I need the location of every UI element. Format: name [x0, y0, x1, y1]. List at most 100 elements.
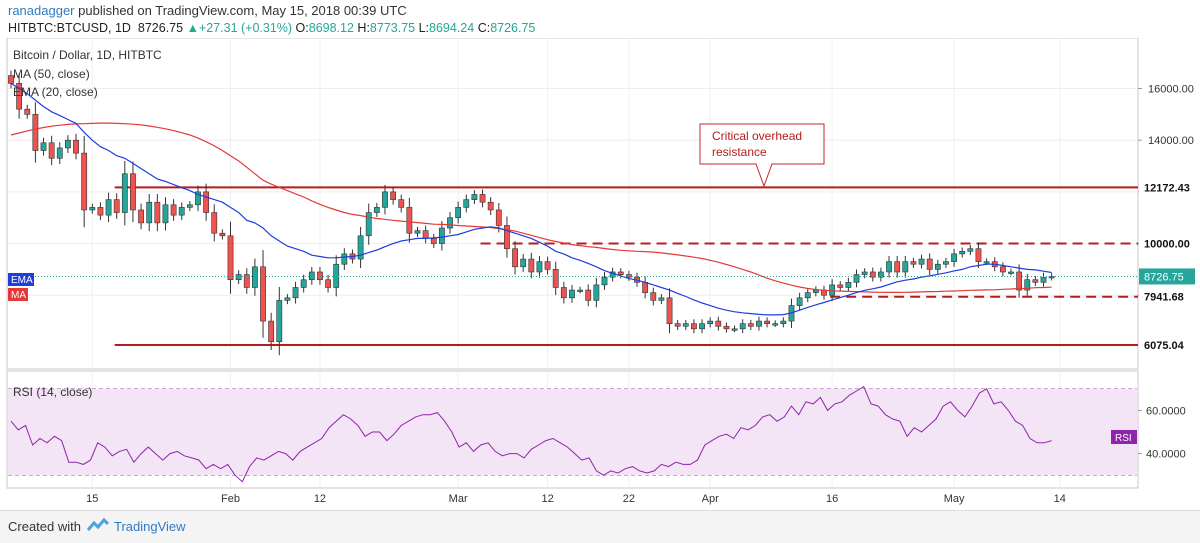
candle [918, 258, 925, 265]
candle [943, 261, 949, 265]
candle [926, 258, 933, 270]
candle [40, 142, 47, 151]
candle [195, 191, 201, 206]
candle [829, 284, 836, 296]
candle [975, 248, 982, 262]
candle [97, 207, 104, 216]
candle [552, 269, 559, 288]
candle [910, 261, 917, 265]
candle [203, 191, 210, 213]
symbol-label: HITBTC:BTCUSD, 1D [8, 21, 131, 35]
candle [138, 209, 144, 224]
candle [894, 261, 901, 273]
candle [56, 147, 63, 159]
candle [747, 323, 754, 327]
time-tick-label: 22 [623, 493, 635, 505]
time-tick-label: Feb [221, 493, 240, 505]
candle [967, 248, 974, 252]
ema-tag-text: EMA [11, 275, 33, 286]
candle [674, 323, 681, 327]
candle [861, 271, 868, 275]
candle [365, 212, 372, 237]
high-label: H: [357, 21, 370, 35]
candle [1040, 276, 1047, 283]
author-link[interactable]: ranadagger [8, 3, 75, 18]
candle [406, 207, 413, 234]
time-tick-label: 12 [314, 493, 326, 505]
ema-tag: EMA [8, 273, 34, 286]
candle [105, 199, 112, 216]
level-tag [1139, 337, 1194, 352]
candle [227, 235, 234, 281]
level-tag [1139, 289, 1194, 304]
candle [812, 289, 819, 293]
candle [398, 199, 405, 208]
rsi-tick-label: 60.0000 [1146, 405, 1186, 417]
candle [487, 201, 494, 211]
candle [650, 292, 657, 301]
candle [772, 323, 779, 326]
candle [162, 204, 169, 224]
candle [89, 207, 96, 211]
candle [325, 279, 331, 288]
candle [438, 227, 445, 244]
rsi-pane-frame [6, 370, 1139, 489]
time-tick-label: 12 [541, 493, 553, 505]
rsi-legend: RSI (14, close) [13, 385, 92, 399]
level-tag [1139, 180, 1200, 195]
candle [130, 173, 136, 211]
candle [585, 289, 592, 301]
candle [373, 207, 380, 213]
legend-ema: EMA (20, close) [13, 85, 98, 99]
time-tick-label: Mar [449, 493, 468, 505]
price-chart[interactable]: 16000.00 14000.00 12172.43 10000.00 7941.68 6… [0, 38, 1200, 510]
tradingview-logo-icon[interactable] [86, 517, 110, 540]
candle [666, 297, 673, 324]
candle [333, 263, 340, 288]
candle [536, 261, 543, 273]
candle [308, 271, 315, 281]
time-axis: 15 Feb 12 Mar 12 22 Apr 16 May 14 [86, 493, 1066, 505]
candle [642, 282, 649, 293]
candle [869, 271, 876, 278]
candle [430, 238, 437, 244]
candle [65, 139, 71, 149]
candle [853, 274, 860, 283]
candle [447, 217, 453, 229]
candle [715, 320, 722, 327]
candle [243, 274, 250, 288]
candle [723, 325, 730, 330]
candle [658, 297, 665, 301]
candle [479, 194, 486, 203]
candle [780, 320, 787, 324]
price-grid [8, 39, 1137, 368]
candle [382, 191, 388, 208]
candle [292, 287, 299, 299]
time-tick-label: 16 [826, 493, 838, 505]
candle [504, 225, 510, 250]
price-tick-label: 16000.00 [1148, 84, 1194, 96]
candle [219, 232, 226, 237]
candle [577, 289, 583, 292]
candle [699, 323, 705, 330]
candle [512, 248, 518, 268]
candles [8, 70, 1055, 356]
candle [934, 263, 941, 270]
candle [81, 152, 88, 211]
legend: Bitcoin / Dollar, 1D, HITBTC MA (50, clo… [13, 48, 162, 399]
candle [414, 230, 421, 234]
candle [796, 297, 803, 306]
candle [845, 282, 852, 288]
price-pane-frame [6, 38, 1139, 370]
rsi-axis: 60.0000 40.0000 [1138, 405, 1186, 461]
tradingview-link[interactable]: TradingView [114, 519, 186, 534]
candle [16, 83, 23, 110]
candle [1048, 276, 1055, 279]
candle [113, 199, 120, 213]
last-price-tag [1139, 268, 1195, 285]
rsi-line [10, 385, 1052, 483]
candle [601, 276, 608, 286]
time-tick-label: Apr [702, 493, 719, 505]
candle [260, 266, 266, 322]
candle [837, 284, 844, 288]
